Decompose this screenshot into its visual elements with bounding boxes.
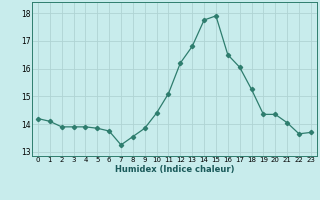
X-axis label: Humidex (Indice chaleur): Humidex (Indice chaleur) bbox=[115, 165, 234, 174]
